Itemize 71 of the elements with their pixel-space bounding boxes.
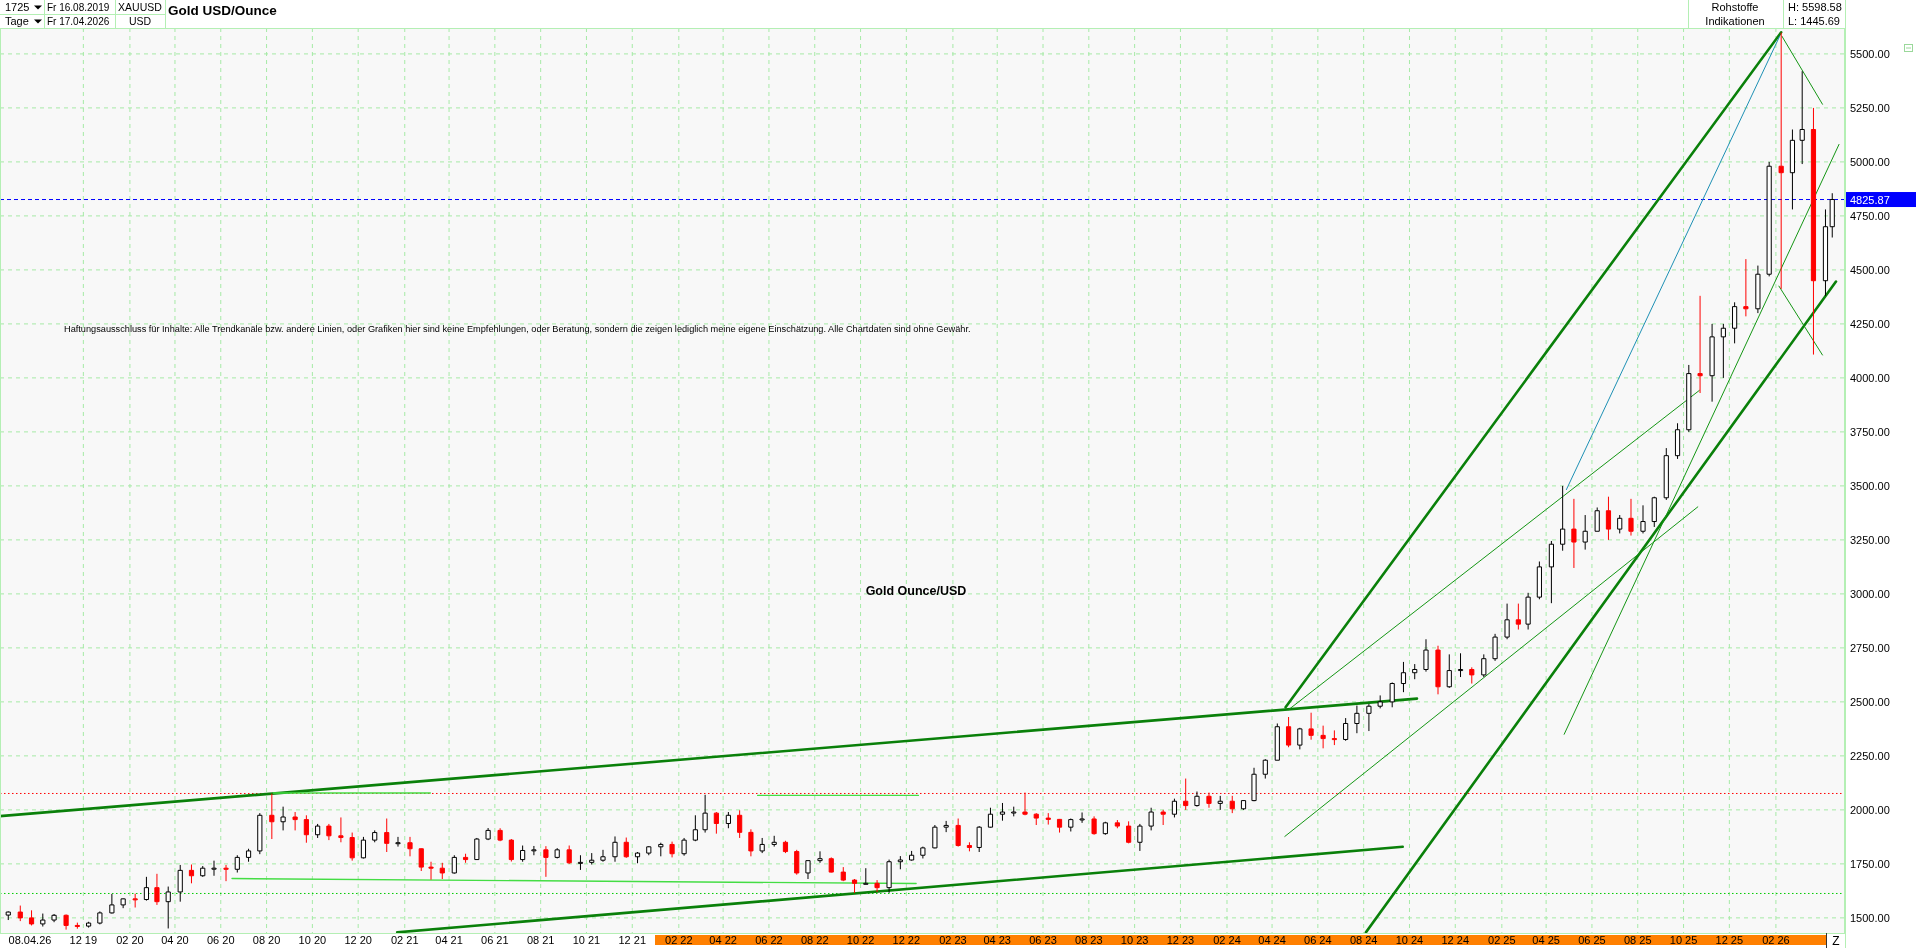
y-tick-label: 3500.00: [1850, 479, 1890, 492]
x-tick-label: 12 19: [69, 934, 98, 946]
x-tick-label: 10 24: [1395, 934, 1424, 946]
x-tick-label: 10 21: [572, 934, 601, 946]
annotation: Haftungsausschluss für Inhalte: Alle Trendkanäle bzw. andere Linien, oder Grafiken hier sind keine Empfehlungen, oder Beratung, sondern die zeigen lediglich meine eigene Einschätzung. Alle Chartdaten sind ohne Gewähr.: [64, 324, 971, 334]
y-tick-label: 2250.00: [1850, 749, 1890, 762]
x-tick-label: 08 24: [1349, 934, 1378, 946]
x-tick-label: 10 22: [846, 934, 875, 946]
x-tick-label: 10 25: [1669, 934, 1698, 946]
x-tick-label: 02 22: [665, 934, 693, 946]
y-tick-label: 3750.00: [1850, 425, 1890, 438]
x-tick-label: 10 20: [298, 934, 327, 946]
x-tick-label: 02 25: [1488, 934, 1516, 946]
y-tick-label: 4000.00: [1850, 371, 1890, 384]
text: Rohstoffe: [1711, 1, 1759, 13]
x-tick-label: 04 25: [1532, 934, 1560, 946]
x-tick-label: 02 20: [116, 934, 144, 946]
x-tick-label: 06 25: [1578, 934, 1606, 946]
x-tick-label: 06 21: [481, 934, 509, 946]
x-tick-label: 04 21: [435, 934, 463, 946]
x-tick-label: 04 22: [709, 934, 737, 946]
x-tick-label: 12 20: [344, 934, 372, 946]
text: Indikationen: [1705, 15, 1765, 27]
x-tick-label: 04 23: [983, 934, 1011, 946]
text: L: 1445.69: [1788, 15, 1840, 27]
ref-line-label: 4825.87: [1850, 193, 1890, 206]
x-tick-label: 02 26: [1762, 934, 1790, 946]
x-tick-label: 06 20: [207, 934, 235, 946]
x-tick-label: 02 23: [939, 934, 967, 946]
x-tick-label: 12 24: [1441, 934, 1470, 946]
x-tick-label: 06 24: [1304, 934, 1332, 946]
annotation: Gold Ounce/USD: [865, 584, 967, 598]
x-tick-label: 12 21: [618, 934, 647, 946]
x-tick-label: 12 22: [892, 934, 921, 946]
y-tick-label: 5250.00: [1850, 101, 1890, 114]
y-tick-label: 4250.00: [1850, 317, 1890, 330]
text: XAUUSD: [118, 1, 163, 13]
text: Fr 17.04.2026: [47, 16, 110, 27]
y-tick-label: 4750.00: [1850, 209, 1890, 222]
y-tick-label: 1750.00: [1850, 857, 1890, 870]
x-tick-label: 06 22: [755, 934, 783, 946]
y-tick-label: 5000.00: [1850, 155, 1890, 168]
chart-title: Gold USD/Ounce: [168, 3, 278, 18]
x-tick-label: 12 23: [1166, 934, 1195, 946]
x-tick-label: 02 24: [1213, 934, 1241, 946]
x-tick-label: 10 23: [1120, 934, 1149, 946]
y-tick-label: 1500.00: [1850, 911, 1890, 924]
y-tick-label: 5500.00: [1850, 47, 1890, 60]
text: 1725: [5, 1, 30, 13]
x-tick-label: 04 20: [161, 934, 189, 946]
x-tick-label: 02 21: [390, 934, 419, 946]
x-tick-label: 08 22: [800, 934, 829, 946]
text: Tage: [5, 15, 29, 27]
x-tick-label: 08 20: [252, 934, 281, 946]
text: USD: [128, 15, 152, 27]
x-tick-label: 08 25: [1623, 934, 1652, 946]
text: Z: [1832, 934, 1840, 948]
x-tick-label: 08 23: [1075, 934, 1103, 946]
text: 08.04.26: [8, 934, 52, 946]
text: H: 5598.58: [1788, 1, 1842, 13]
y-tick-label: 2000.00: [1850, 803, 1890, 816]
x-tick-label: 04 24: [1258, 934, 1286, 946]
y-tick-label: 2500.00: [1850, 695, 1890, 708]
x-tick-label: 12 25: [1715, 934, 1744, 946]
y-tick-label: 3250.00: [1850, 533, 1890, 546]
y-tick-label: 2750.00: [1850, 641, 1890, 654]
y-tick-label: 4500.00: [1850, 263, 1890, 276]
x-tick-label: 08 21: [526, 934, 555, 946]
text: Fr 16.08.2019: [47, 2, 110, 13]
y-tick-label: 3000.00: [1850, 587, 1890, 600]
x-tick-label: 06 23: [1029, 934, 1057, 946]
